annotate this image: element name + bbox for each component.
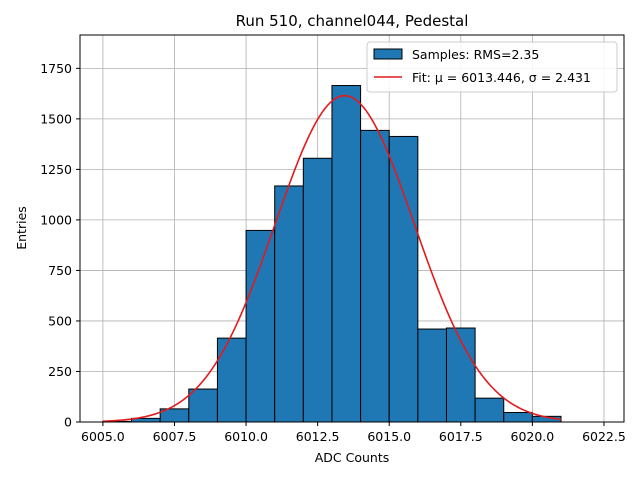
y-tick-label: 1250 <box>40 162 72 177</box>
histogram-bar <box>445 327 476 423</box>
y-tick-label: 1000 <box>40 212 72 227</box>
histogram-bar <box>245 229 276 423</box>
y-tick-label: 750 <box>48 263 72 278</box>
x-tick-label: 6015.0 <box>367 429 411 444</box>
legend: Samples: RMS=2.35 Fit: μ = 6013.446, σ =… <box>366 41 618 93</box>
histogram-bar <box>474 397 505 423</box>
y-tick-label: 1750 <box>40 61 72 76</box>
x-tick-label: 6012.5 <box>296 429 340 444</box>
fit-curve-group <box>102 94 562 423</box>
histogram-bars <box>102 85 562 423</box>
legend-box <box>366 41 618 93</box>
y-axis: 0 250 500 750 1000 1250 1500 1750 <box>40 61 80 430</box>
histogram-bar <box>302 157 333 423</box>
legend-label-samples: Samples: RMS=2.35 <box>412 47 539 62</box>
histogram-bar <box>216 337 247 423</box>
x-tick-label: 6010.0 <box>224 429 268 444</box>
x-tick-label: 6005.0 <box>81 429 125 444</box>
y-tick-label: 1500 <box>40 111 72 126</box>
histogram-bar <box>503 412 533 423</box>
legend-label-fit: Fit: μ = 6013.446, σ = 2.431 <box>412 70 591 85</box>
histogram-bar <box>274 185 304 423</box>
y-tick-label: 500 <box>48 313 72 328</box>
x-tick-label: 6007.5 <box>153 429 197 444</box>
histogram-bar <box>388 135 419 423</box>
y-axis-label: Entries <box>14 206 29 250</box>
plot-frame <box>79 34 625 423</box>
y-tick-label: 250 <box>48 364 72 379</box>
fit-curve <box>102 94 562 423</box>
chart-title: Run 510, channel044, Pedestal <box>236 12 469 30</box>
x-tick-label: 6020.0 <box>511 429 555 444</box>
legend-patch-samples <box>373 48 403 60</box>
x-tick-label: 6017.5 <box>439 429 483 444</box>
x-axis: 6005.0 6007.5 6010.0 6012.5 6015.0 6017.5 6020… <box>81 422 626 444</box>
histogram-bar <box>331 85 362 423</box>
histogram-bar <box>417 328 447 423</box>
y-tick-label: 0 <box>64 415 72 430</box>
x-tick-label: 6022.5 <box>582 429 626 444</box>
histogram-bar <box>360 129 390 423</box>
x-axis-label: ADC Counts <box>315 450 390 465</box>
histogram-bar <box>188 388 218 423</box>
